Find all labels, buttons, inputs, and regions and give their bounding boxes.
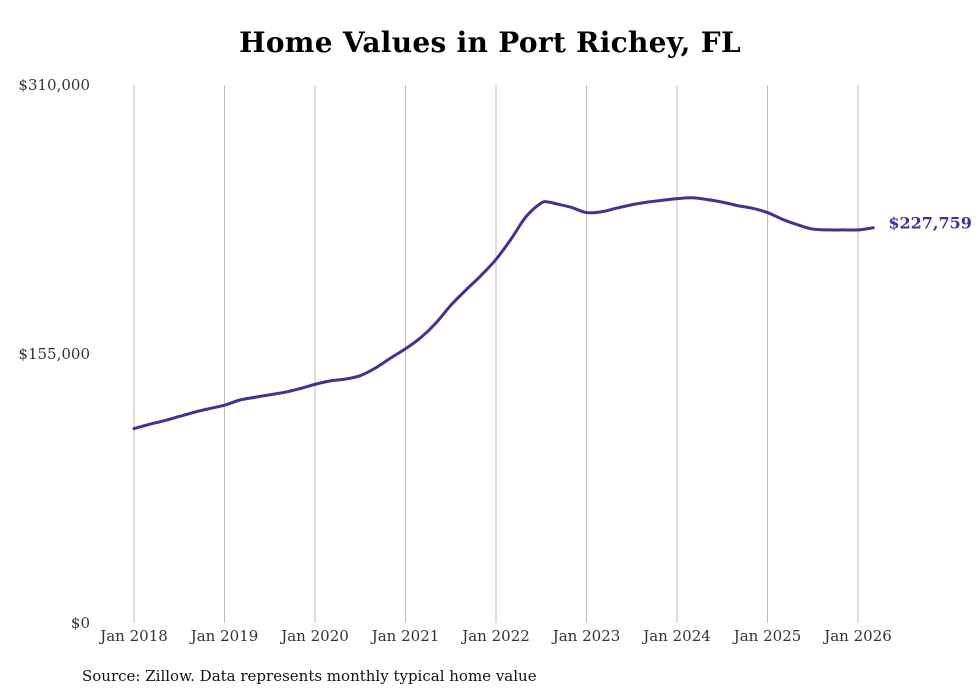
series-line (132, 196, 875, 431)
y-tick-label: $0 (71, 614, 90, 632)
y-axis-tick-labels: $0 $155,000 $310,000 (18, 76, 90, 632)
gridlines (133, 85, 859, 623)
series-group (132, 196, 875, 431)
chart-title: Home Values in Port Richey, FL (239, 26, 741, 59)
y-tick-label: $155,000 (18, 345, 90, 363)
x-tick-label: Jan 2026 (822, 627, 892, 645)
source-note: Source: Zillow. Data represents monthly … (82, 667, 537, 685)
x-tick-label: Jan 2023 (551, 627, 621, 645)
x-tick-label: Jan 2020 (279, 627, 349, 645)
end-value-label: $227,759 (888, 214, 972, 233)
x-tick-label: Jan 2022 (460, 627, 530, 645)
x-tick-label: Jan 2024 (641, 627, 711, 645)
x-tick-label: Jan 2019 (189, 627, 259, 645)
end-label-group: $227,759 (888, 214, 972, 233)
y-tick-label: $310,000 (18, 76, 90, 94)
x-tick-label: Jan 2018 (98, 627, 168, 645)
x-tick-label: Jan 2021 (370, 627, 440, 645)
x-axis-tick-labels: Jan 2018 Jan 2019 Jan 2020 Jan 2021 Jan 2022… (98, 627, 892, 645)
x-tick-label: Jan 2025 (732, 627, 802, 645)
